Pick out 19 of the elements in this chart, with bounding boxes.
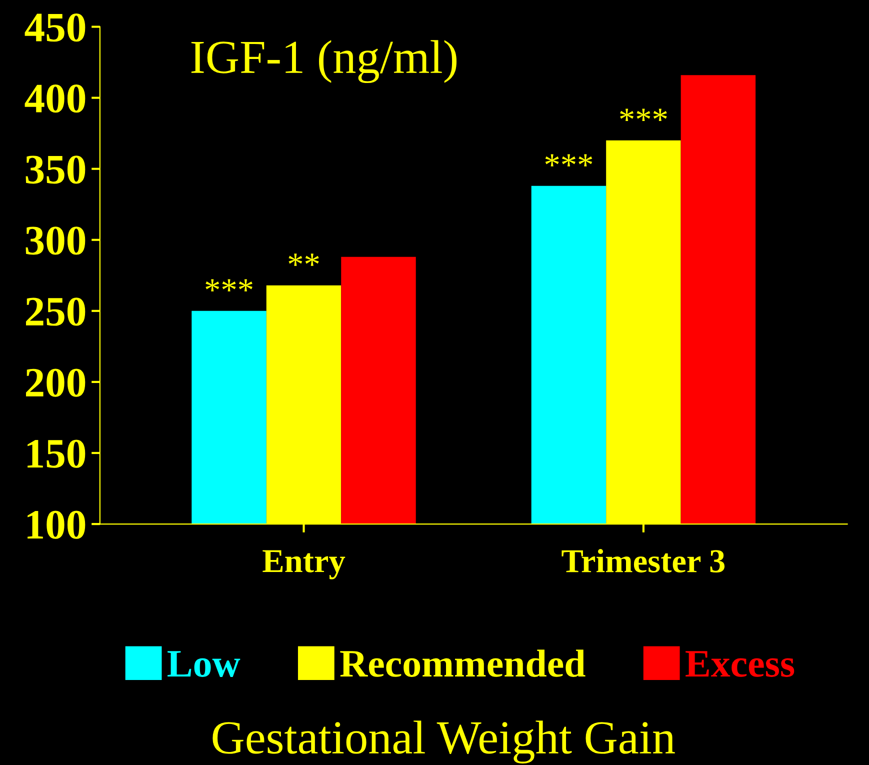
y-tick-label: 200 (26, 368, 86, 397)
x-tick-label: Trimester 3 (562, 549, 725, 572)
y-tick-label: 150 (28, 440, 86, 468)
y-tick-label: 400 (24, 84, 86, 113)
chart-title: IGF-1 (ng/ml) (191, 40, 457, 84)
annotation: *** (206, 279, 252, 292)
y-tick-label: 350 (26, 156, 86, 184)
x-tick-label: Entry (262, 550, 346, 580)
y-tick-label: 100 (28, 510, 86, 539)
legend-label: Low (168, 651, 240, 677)
annotation: *** (545, 154, 592, 166)
legend-label: Excess (686, 651, 794, 677)
x-axis-title: Gestational Weight Gain (212, 720, 675, 764)
y-tick-label: 300 (26, 226, 86, 255)
annotation: *** (620, 108, 667, 121)
annotation: ** (288, 254, 319, 266)
y-tick-label: 250 (26, 298, 86, 326)
y-tick-label: 450 (24, 14, 86, 42)
legend-label: Recommended (340, 650, 586, 677)
